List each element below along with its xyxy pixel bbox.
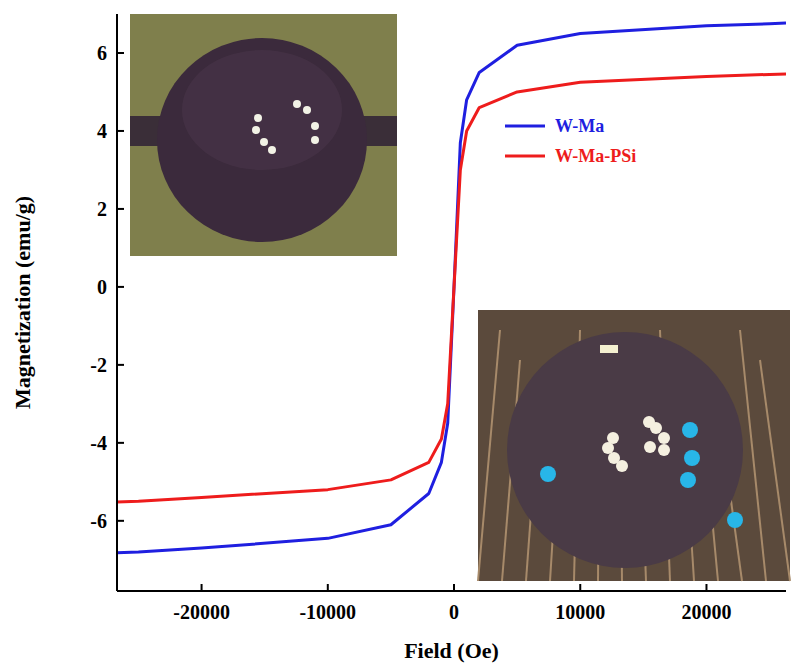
chart: -20000 -10000 0 10000 20000 -6 -4 -2 0 2 4 6 Field (… bbox=[0, 0, 796, 666]
plot-area bbox=[117, 23, 786, 553]
photo-highlight bbox=[252, 126, 260, 134]
photo-reflection bbox=[727, 512, 743, 528]
photo-background bbox=[478, 310, 790, 581]
x-tick-label: 20000 bbox=[681, 601, 731, 623]
photo-highlight bbox=[303, 106, 311, 114]
x-tick-label: 10000 bbox=[555, 601, 605, 623]
y-tick-label: 4 bbox=[97, 120, 107, 142]
photo-highlight bbox=[293, 100, 301, 108]
y-tick bbox=[117, 208, 124, 210]
photo-shade bbox=[182, 50, 342, 170]
photo-straw bbox=[740, 330, 766, 581]
y-tick bbox=[117, 52, 124, 54]
photo-highlight bbox=[268, 146, 276, 154]
y-tick bbox=[117, 364, 124, 366]
y-tick-label: -4 bbox=[90, 432, 107, 454]
y-axis-title: Magnetization (emu/g) bbox=[10, 196, 35, 409]
x-tick bbox=[201, 584, 203, 591]
y-tick bbox=[117, 130, 124, 132]
photo-reflection bbox=[540, 466, 556, 482]
photo-highlight bbox=[650, 422, 662, 434]
y-tick-label: 2 bbox=[97, 198, 107, 220]
legend-swatch bbox=[505, 125, 545, 128]
y-tick-label: 6 bbox=[97, 42, 107, 64]
x-tick bbox=[579, 584, 581, 591]
y-tick bbox=[117, 442, 124, 444]
y-tick bbox=[117, 520, 124, 522]
x-tick-label: -10000 bbox=[299, 601, 356, 623]
photo-highlight bbox=[600, 345, 618, 353]
inset-photo-marble bbox=[478, 310, 790, 581]
x-axis bbox=[117, 590, 786, 592]
photo-reflection bbox=[684, 450, 700, 466]
photo-highlight bbox=[311, 136, 319, 144]
photo-highlight bbox=[616, 460, 628, 472]
legend-label: W-Ma bbox=[555, 116, 604, 136]
x-tick bbox=[705, 584, 707, 591]
photo-highlight bbox=[602, 442, 614, 454]
y-tick-label: -6 bbox=[90, 510, 107, 532]
inset-photo-droplet bbox=[130, 14, 397, 256]
x-tick-label: 0 bbox=[449, 601, 459, 623]
photo-straw bbox=[478, 330, 500, 581]
photo-marble bbox=[507, 332, 743, 568]
legend: W-Ma W-Ma-PSi bbox=[505, 116, 636, 166]
photo-highlight bbox=[644, 441, 656, 453]
photo-straw bbox=[760, 360, 790, 581]
legend-swatch bbox=[505, 155, 545, 158]
y-axis bbox=[116, 14, 118, 591]
x-tick bbox=[453, 584, 455, 591]
photo-background bbox=[130, 14, 397, 256]
x-tick bbox=[327, 584, 329, 591]
y-tick bbox=[117, 286, 124, 288]
legend-label: W-Ma-PSi bbox=[555, 146, 636, 166]
photo-highlight bbox=[254, 114, 262, 122]
photo-highlight bbox=[311, 122, 319, 130]
photo-drop bbox=[157, 38, 367, 242]
y-tick-label: -2 bbox=[90, 354, 107, 376]
photo-reflection bbox=[682, 422, 698, 438]
photo-highlight bbox=[658, 444, 670, 456]
x-tick-label: -20000 bbox=[173, 601, 230, 623]
photo-highlight bbox=[658, 432, 670, 444]
y-tick-label: 0 bbox=[97, 276, 107, 298]
photo-highlight bbox=[260, 138, 268, 146]
photo-reflection bbox=[680, 472, 696, 488]
x-axis-title: Field (Oe) bbox=[404, 638, 499, 663]
series-line bbox=[117, 23, 786, 553]
